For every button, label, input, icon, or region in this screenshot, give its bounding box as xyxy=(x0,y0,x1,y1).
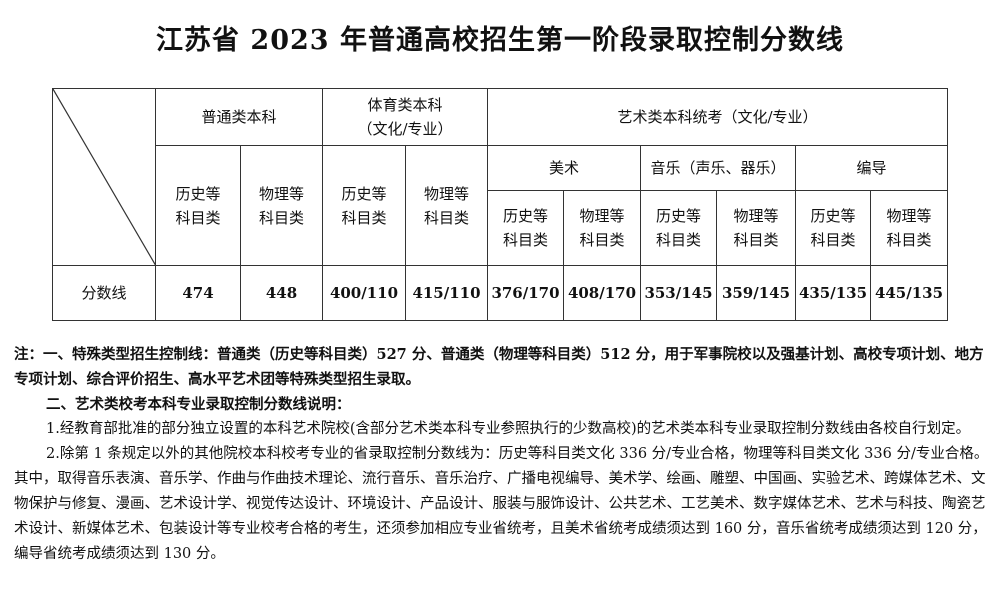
header-sports: 体育类本科 （文化/专业） xyxy=(322,88,488,146)
score-cell: 359/145 xyxy=(716,265,796,321)
score-cell: 415/110 xyxy=(405,265,488,321)
score-cell: 353/145 xyxy=(640,265,717,321)
header-directing-physics: 物理等 科目类 xyxy=(870,190,948,266)
score-cell: 435/135 xyxy=(795,265,871,321)
table-row: 分数线 474 448 400/110 415/110 376/170 408/… xyxy=(52,265,948,321)
notes: 注：一、特殊类型招生控制线：普通类（历史等科目类）527 分、普通类（物理等科目… xyxy=(14,342,989,567)
header-sports-physics: 物理等 科目类 xyxy=(405,145,488,266)
score-table: 普通类本科 体育类本科 （文化/专业） 艺术类本科统考（文化/专业） 历史等 科… xyxy=(52,88,948,321)
header-sports-history: 历史等 科目类 xyxy=(322,145,406,266)
header-music: 音乐（声乐、器乐） xyxy=(640,145,796,191)
header-general: 普通类本科 xyxy=(155,88,323,146)
score-cell: 376/170 xyxy=(487,265,564,321)
score-cell: 445/135 xyxy=(870,265,948,321)
header-fine-arts: 美术 xyxy=(487,145,641,191)
header-general-history: 历史等 科目类 xyxy=(155,145,241,266)
score-cell: 408/170 xyxy=(563,265,641,321)
score-cell: 400/110 xyxy=(322,265,406,321)
header-music-history: 历史等 科目类 xyxy=(640,190,717,266)
row-label: 分数线 xyxy=(52,265,156,321)
diagonal-header-cell xyxy=(52,88,156,266)
header-directing-history: 历史等 科目类 xyxy=(795,190,871,266)
header-general-physics: 物理等 科目类 xyxy=(240,145,323,266)
note-art-item-2: 2.除第 1 条规定以外的其他院校本科校考专业的省录取控制分数线为：历史等科目类… xyxy=(14,446,989,562)
note-art-heading: 二、艺术类校考本科专业录取控制分数线说明： xyxy=(46,396,351,413)
header-directing: 编导 xyxy=(795,145,948,191)
header-fine-arts-physics: 物理等 科目类 xyxy=(563,190,641,266)
header-fine-arts-history: 历史等 科目类 xyxy=(487,190,564,266)
note-art-item-1: 1.经教育部批准的部分独立设置的本科艺术院校(含部分艺术类本科专业参照执行的少数… xyxy=(46,421,971,437)
score-cell: 448 xyxy=(240,265,323,321)
score-cell: 474 xyxy=(155,265,241,321)
page-title: 江苏省 2023 年普通高校招生第一阶段录取控制分数线 xyxy=(156,25,844,56)
header-music-physics: 物理等 科目类 xyxy=(716,190,796,266)
header-art: 艺术类本科统考（文化/专业） xyxy=(487,88,948,146)
note-special-types: 注：一、特殊类型招生控制线：普通类（历史等科目类）527 分、普通类（物理等科目… xyxy=(14,346,984,388)
